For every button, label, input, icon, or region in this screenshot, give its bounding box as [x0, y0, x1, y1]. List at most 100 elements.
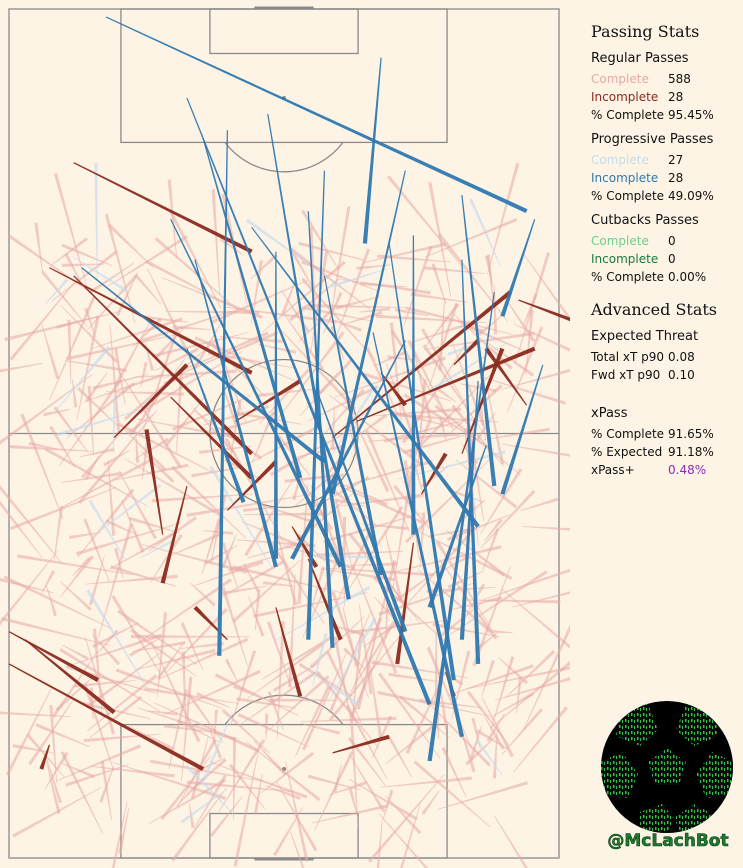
faint-pass	[229, 763, 266, 809]
faint-pass	[89, 765, 175, 778]
faint-pass	[180, 788, 228, 824]
pass-line	[251, 227, 480, 528]
faint-pass	[0, 711, 71, 718]
faint-pass	[59, 648, 160, 712]
cutbacks-pct-label: % Complete	[591, 270, 665, 284]
faint-pass	[161, 277, 263, 319]
faint-pass	[192, 319, 223, 371]
faint-pass	[411, 341, 432, 418]
pass-line	[484, 347, 528, 406]
faint-pass	[301, 716, 397, 722]
faint-pass	[289, 247, 316, 292]
faint-pass	[65, 633, 162, 668]
pass-line	[307, 211, 335, 648]
faint-pass	[60, 581, 92, 611]
faint-pass	[482, 528, 500, 571]
pass-line	[49, 267, 253, 375]
pass-line	[315, 388, 408, 633]
xpass-plus-value: 0.48%	[668, 463, 707, 477]
faint-pass	[148, 516, 197, 552]
faint-pass	[349, 715, 359, 827]
regular-pct-value: 95.45%	[668, 108, 714, 122]
faint-pass	[377, 672, 441, 759]
faint-pass	[523, 624, 570, 730]
stats-panel: Passing Stats Regular Passes Complete 588…	[591, 18, 741, 487]
faint-pass	[382, 789, 394, 820]
faint-pass	[49, 705, 58, 783]
bottom-six-yard-box	[209, 812, 359, 859]
faint-pass	[0, 374, 93, 445]
faint-pass	[89, 695, 143, 738]
faint-pass	[469, 725, 482, 760]
pass-line	[194, 259, 278, 568]
faint-pass	[69, 532, 102, 539]
faint-pass	[88, 262, 134, 295]
faint-pass	[258, 344, 297, 354]
faint-pass	[483, 568, 570, 600]
faint-pass	[0, 500, 43, 558]
faint-pass	[66, 333, 180, 361]
faint-pass	[312, 632, 328, 687]
faint-pass	[61, 243, 113, 267]
faint-pass	[380, 776, 472, 788]
faint-pass	[77, 488, 135, 558]
faint-pass	[486, 388, 505, 465]
pass-line	[73, 275, 254, 456]
faint-pass	[86, 589, 149, 690]
faint-pass	[99, 766, 115, 803]
faint-pass	[434, 611, 438, 713]
faint-pass	[121, 500, 145, 553]
faint-pass	[221, 586, 248, 667]
faint-pass	[62, 263, 104, 267]
progressive-complete-label: Complete	[591, 153, 649, 167]
faint-pass	[483, 518, 503, 542]
pass-line	[8, 663, 205, 771]
faint-pass	[136, 308, 241, 344]
faint-pass	[164, 394, 207, 448]
faint-pass	[349, 778, 418, 821]
faint-pass	[176, 739, 217, 809]
faint-pass	[250, 260, 264, 325]
faint-pass	[387, 735, 413, 778]
faint-pass	[71, 379, 78, 408]
faint-pass	[110, 565, 177, 587]
faint-pass	[346, 403, 390, 493]
faint-pass	[134, 437, 170, 460]
faint-pass	[435, 386, 457, 403]
faint-pass	[53, 172, 88, 289]
cutbacks-passes-title: Cutbacks Passes	[591, 213, 699, 228]
pass-line	[380, 372, 407, 407]
faint-pass	[351, 414, 387, 441]
faint-pass	[289, 831, 305, 868]
faint-pass	[378, 813, 429, 868]
faint-pass	[407, 339, 455, 431]
faint-pass	[137, 578, 232, 644]
progressive-passes-title: Progressive Passes	[591, 132, 714, 147]
faint-pass	[91, 483, 162, 538]
regular-passes-title: Regular Passes	[591, 51, 689, 66]
faint-pass	[171, 787, 227, 862]
faint-pass	[276, 781, 318, 852]
faint-pass	[210, 494, 227, 565]
faint-pass	[233, 737, 237, 820]
fwd-xt-value: 0.10	[668, 368, 695, 382]
regular-passes-block: Regular Passes Complete 588 Incomplete 28 …	[591, 51, 741, 124]
faint-pass	[308, 304, 406, 308]
faint-pass	[207, 351, 294, 369]
faint-pass	[51, 250, 118, 302]
faint-pass	[20, 413, 64, 520]
faint-pass	[1, 617, 111, 646]
faint-pass	[35, 723, 90, 748]
faint-pass	[61, 762, 96, 779]
faint-pass	[56, 315, 100, 329]
xpass-expected-label: % Expected	[591, 445, 663, 459]
faint-pass	[53, 345, 111, 414]
faint-pass	[400, 801, 422, 868]
faint-pass	[392, 471, 413, 590]
fwd-xt-label: Fwd xT p90	[591, 368, 661, 382]
pass-line	[105, 16, 528, 213]
faint-pass	[221, 542, 238, 588]
faint-pass	[421, 328, 467, 406]
faint-pass	[243, 563, 260, 593]
faint-pass	[285, 761, 309, 862]
